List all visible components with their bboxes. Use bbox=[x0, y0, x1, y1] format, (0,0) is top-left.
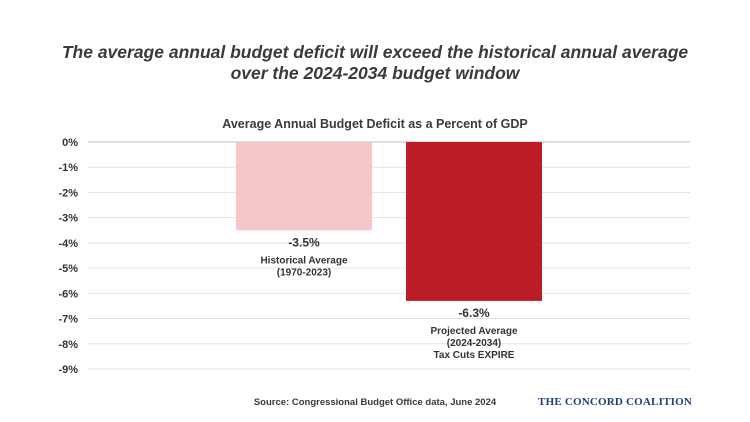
y-tick-label: -1% bbox=[58, 162, 78, 174]
concord-coalition-logo: THE CONCORD COALITION bbox=[538, 396, 692, 408]
bar-labels: -3.5% Historical Average(1970-2023) -6.3% P… bbox=[260, 235, 518, 361]
y-tick-label: -3% bbox=[58, 213, 78, 225]
category-label: Projected Average bbox=[430, 326, 518, 337]
headline: The average annual budget deficit will e… bbox=[0, 42, 750, 84]
y-tick-label: -5% bbox=[58, 263, 78, 275]
y-tick-label: -6% bbox=[58, 288, 78, 300]
y-axis: 0% -1% -2% -3% -4% -5% -6% -7% -8% -9% bbox=[58, 137, 78, 376]
y-tick-label: -9% bbox=[58, 364, 78, 376]
category-label: Tax Cuts EXPIRE bbox=[434, 350, 515, 361]
y-tick-label: -2% bbox=[58, 187, 78, 199]
category-label: Historical Average bbox=[260, 255, 348, 266]
category-label: (1970-2023) bbox=[277, 267, 331, 278]
y-tick-label: 0% bbox=[62, 137, 78, 149]
gridlines bbox=[88, 141, 690, 370]
y-tick-label: -7% bbox=[58, 314, 78, 326]
bar-projected-average bbox=[406, 142, 542, 301]
bar-historical-average bbox=[236, 142, 372, 231]
category-label: (2024-2034) bbox=[447, 338, 501, 349]
data-label: -3.5% bbox=[288, 235, 320, 249]
bars bbox=[236, 142, 542, 301]
source-note: Source: Congressional Budget Office data… bbox=[253, 397, 497, 408]
y-tick-label: -8% bbox=[58, 339, 78, 351]
headline-line-2: over the 2024-2034 budget window bbox=[230, 63, 520, 83]
y-tick-label: -4% bbox=[58, 238, 78, 250]
data-label: -6.3% bbox=[458, 306, 490, 320]
headline-line-1: The average annual budget deficit will e… bbox=[61, 42, 689, 62]
chart-title: Average Annual Budget Deficit as a Perce… bbox=[222, 117, 527, 131]
